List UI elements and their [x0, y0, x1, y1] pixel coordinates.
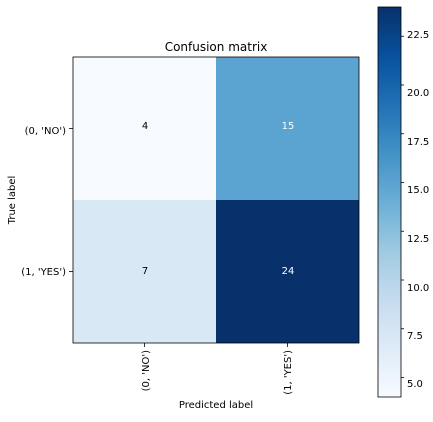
heatmap-cell-1-0 — [73, 200, 216, 343]
heatmap-cell-0-1 — [216, 57, 359, 200]
colorbar-tick-label-4: 15.0 — [407, 185, 429, 196]
cell-value-0-0: 4 — [142, 121, 148, 132]
chart-title: Confusion matrix — [165, 40, 268, 54]
cell-value-0-1: 15 — [282, 121, 295, 132]
colorbar-tick-label-2: 10.0 — [407, 283, 429, 294]
x-axis-label: Predicted label — [179, 400, 253, 411]
x-tick-label-0: (0, 'NO') — [141, 350, 152, 391]
colorbar-tick-label-3: 12.5 — [407, 234, 429, 245]
cell-value-1-0: 7 — [142, 266, 148, 277]
y-axis-label: True label — [7, 176, 18, 226]
y-tick-label-1: (1, 'YES') — [21, 267, 66, 278]
x-tick-label-1: (1, 'YES') — [283, 350, 294, 395]
colorbar-tick-label-5: 17.5 — [407, 137, 429, 148]
cell-value-1-1: 24 — [282, 266, 295, 277]
colorbar-tick-label-7: 22.5 — [407, 30, 429, 41]
heatmap-cell-0-0 — [73, 57, 216, 200]
colorbar-tick-label-0: 5.0 — [407, 379, 423, 390]
heatmap-frame — [72, 56, 360, 344]
colorbar — [377, 6, 402, 398]
colorbar-tick-label-6: 20.0 — [407, 88, 429, 99]
heatmap-cell-1-1 — [216, 200, 359, 343]
colorbar-tick-label-1: 7.5 — [407, 331, 423, 342]
y-tick-label-0: (0, 'NO') — [25, 126, 66, 137]
